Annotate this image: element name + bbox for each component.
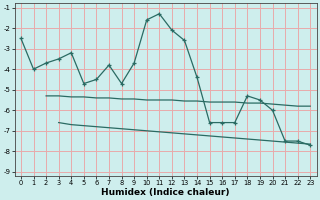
X-axis label: Humidex (Indice chaleur): Humidex (Indice chaleur) — [101, 188, 230, 197]
